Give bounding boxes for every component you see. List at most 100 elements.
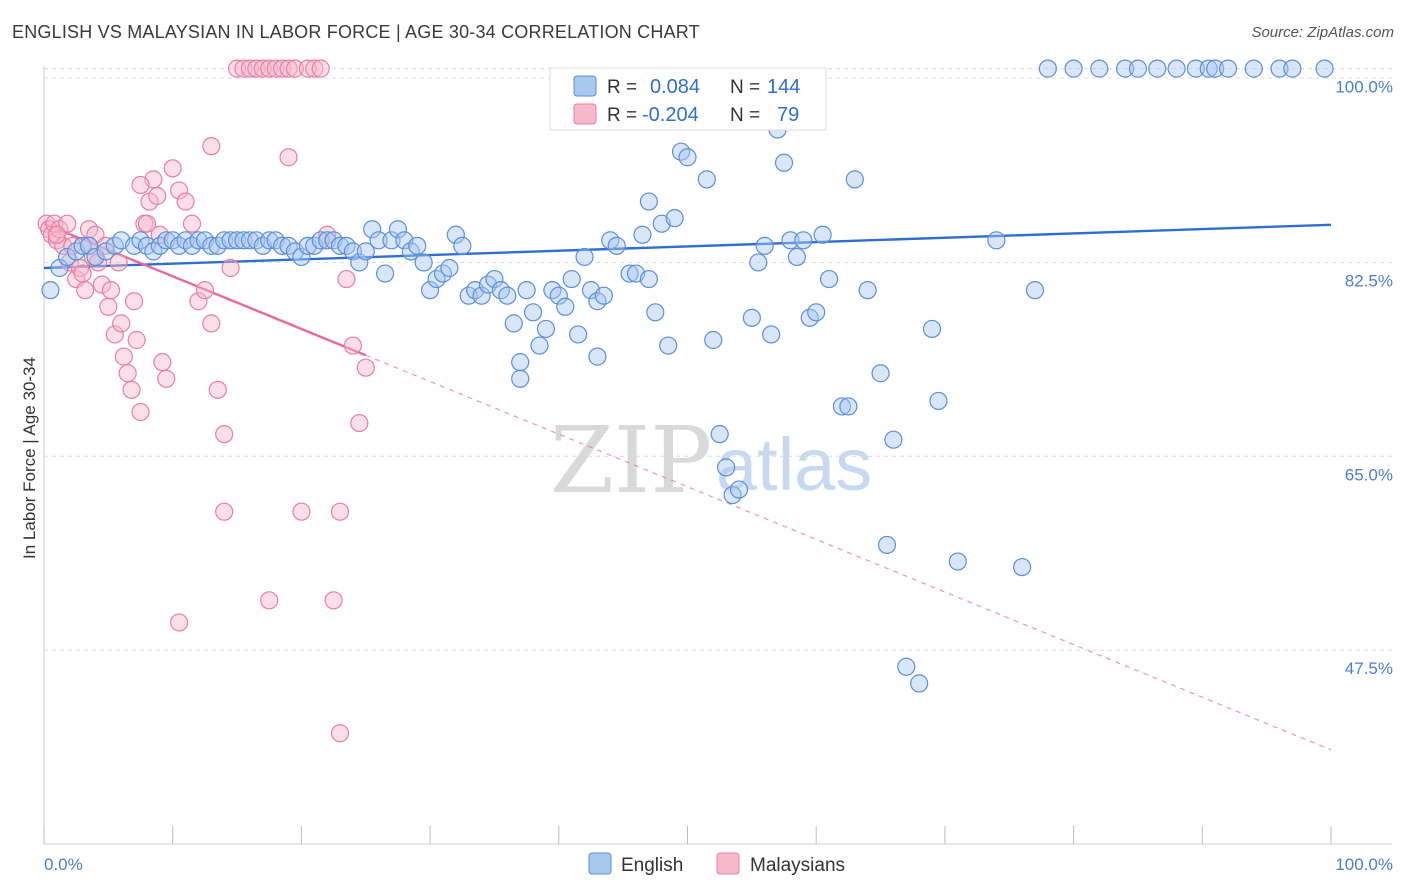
english-point [517, 281, 536, 300]
english-point [832, 397, 852, 416]
malaysian-point [356, 358, 375, 377]
malaysian-point [253, 59, 272, 78]
malaysian-point [86, 225, 105, 244]
english-point [41, 281, 60, 300]
malaysian-point [92, 275, 112, 294]
x-tick-label-min: 0.0% [44, 855, 83, 874]
english-point [762, 325, 781, 344]
english-point [781, 231, 800, 250]
english-point [1025, 281, 1045, 300]
english-point [774, 153, 794, 172]
legend-swatch-malaysian [573, 103, 597, 125]
malaysian-point [131, 175, 150, 195]
malaysian-point [118, 364, 137, 383]
english-point [633, 225, 652, 244]
english-point [639, 192, 658, 211]
english-point [665, 209, 684, 228]
english-point [922, 319, 942, 339]
legend-swatch-english [573, 75, 597, 97]
english-point [1064, 59, 1083, 78]
english-point [594, 286, 613, 305]
english-point [1186, 59, 1205, 78]
english-point [73, 236, 92, 255]
english-point [588, 347, 607, 366]
malaysian-point [298, 59, 317, 78]
axes [43, 66, 1392, 845]
english-point [523, 303, 543, 322]
english-point [408, 236, 427, 255]
malaysian-point [324, 591, 343, 610]
english-point [498, 286, 517, 305]
english-point [871, 364, 890, 383]
x-tick-labels: 0.0% 100.0% [44, 855, 1393, 874]
malaysian-point [234, 59, 253, 78]
watermark-atlas: atlas [716, 423, 872, 506]
english-point [877, 535, 897, 555]
bottom-legend-swatch-malaysian [716, 852, 740, 875]
english-point [897, 657, 916, 676]
malaysian-point [170, 181, 189, 200]
legend-r-value-english: 0.084 [650, 76, 700, 98]
malaysian-point [170, 613, 189, 632]
english-point [1206, 59, 1225, 78]
malaysian-point [215, 502, 234, 521]
english-point [414, 253, 433, 272]
x-tick-label-max: 100.0% [1335, 855, 1393, 874]
english-point [440, 258, 459, 278]
chart-source: Source: ZipAtlas.com [1251, 24, 1394, 41]
english-point [1090, 59, 1109, 78]
malaysian-point [215, 425, 234, 444]
english-points [41, 59, 1334, 693]
malaysian-point [124, 292, 144, 311]
english-point [858, 281, 877, 300]
english-point [639, 269, 658, 289]
english-point [845, 170, 864, 189]
english-point [556, 297, 575, 316]
english-point [1148, 59, 1167, 78]
english-point [807, 303, 826, 322]
english-point [839, 397, 858, 416]
english-point [343, 242, 362, 261]
malaysian-point [182, 214, 202, 233]
series-legend: English Malaysians [588, 852, 845, 876]
english-point [421, 281, 440, 300]
english-point [910, 674, 929, 693]
malaysian-point [285, 59, 305, 78]
english-point [369, 231, 388, 250]
english-point [1038, 59, 1057, 78]
english-point [742, 308, 761, 327]
english-point [350, 253, 369, 272]
malaysian-point [131, 402, 150, 422]
english-point [1244, 59, 1263, 78]
malaysian-point [189, 292, 208, 311]
malaysian-point [112, 314, 131, 333]
legend-r-label-malaysian: R = [607, 105, 637, 126]
english-point [659, 336, 678, 355]
english-point [749, 253, 768, 272]
malaysian-point [247, 59, 266, 78]
malaysian-point [330, 502, 350, 521]
malaysian-point [47, 225, 66, 244]
legend-n-label-malaysian: N = [730, 105, 760, 126]
english-point [530, 336, 549, 355]
malaysian-point [176, 192, 195, 211]
english-point [221, 231, 240, 250]
english-point [86, 247, 105, 267]
english-point [562, 269, 581, 289]
legend-n-label-english: N = [730, 77, 760, 98]
malaysian-point [266, 59, 285, 78]
english-point [356, 242, 375, 261]
english-point [1115, 59, 1135, 78]
english-point [292, 247, 311, 267]
english-point [620, 264, 639, 283]
english-point [363, 220, 382, 239]
english-point [819, 269, 839, 289]
english-point [234, 231, 253, 250]
english-point [607, 236, 626, 255]
english-point [311, 231, 330, 250]
malaysian-point [240, 59, 260, 78]
y-tick-labels: 47.5% 65.0% 82.5% 100.0% [1335, 78, 1393, 679]
malaysian-point [272, 59, 292, 78]
english-point [1315, 59, 1334, 78]
